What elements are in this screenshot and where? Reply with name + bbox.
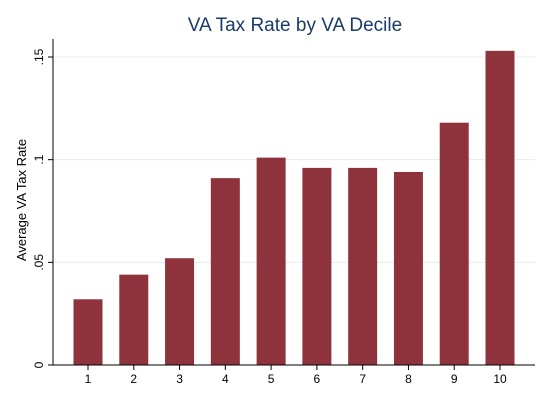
bar-decile-9 [439,122,469,365]
y-axis-label: Average VA Tax Rate [14,139,29,261]
y-tick-label: .1 [32,154,46,164]
x-tick-label: 4 [222,372,229,386]
bar-decile-5 [256,157,286,365]
y-tick-label: .05 [32,254,46,271]
x-tick-label: 1 [85,372,92,386]
x-tick-label: 2 [130,372,137,386]
chart-title: VA Tax Rate by VA Decile [188,15,402,36]
x-tick-label: 8 [405,372,412,386]
x-tick-label: 7 [359,372,366,386]
x-tick-label: 10 [493,372,507,386]
bar-decile-7 [348,167,378,365]
x-tick-label: 9 [451,372,458,386]
x-tick-label: 6 [314,372,321,386]
bar-decile-3 [165,258,195,365]
x-tick-label: 5 [268,372,275,386]
bar-decile-8 [393,171,423,365]
bar-decile-10 [485,50,515,366]
bar-decile-6 [302,167,332,365]
y-tick-label: 0 [32,361,46,368]
bar-decile-2 [119,274,149,365]
y-tick-label: .15 [32,48,46,65]
x-tick-label: 3 [176,372,183,386]
ticks: 0 .05 .1 .15 1 2 3 4 5 6 7 8 9 10 [32,48,507,386]
bars [73,50,515,366]
bar-decile-4 [210,178,240,365]
bar-decile-1 [73,299,103,365]
